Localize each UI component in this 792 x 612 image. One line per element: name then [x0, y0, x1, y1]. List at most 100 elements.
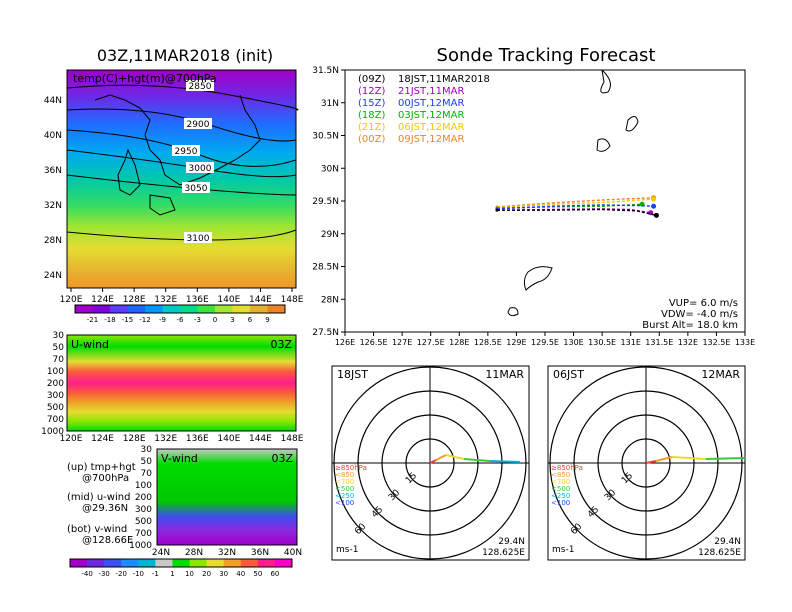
- hodograph-segment: [746, 458, 786, 459]
- x-tick-label: 132E: [154, 295, 177, 305]
- contour-label: 3100: [187, 234, 210, 244]
- contour-label-bg: [172, 145, 200, 156]
- legend-code: (18Z): [358, 110, 385, 121]
- track-line: [496, 197, 654, 208]
- y-tick-label: 200: [135, 493, 152, 503]
- hodograph-level: <500: [335, 485, 354, 493]
- hodograph-level: <100: [335, 499, 354, 507]
- x-tick-label: 140E: [217, 434, 240, 444]
- track-endpoint: [653, 212, 659, 218]
- colorbar-swatch: [75, 305, 93, 313]
- main-title: 03Z,11MAR2018 (init): [97, 46, 273, 65]
- hodograph-level: <850: [551, 471, 570, 479]
- hodograph-date: 12MAR: [701, 368, 740, 381]
- track-endpoint: [651, 196, 657, 202]
- x-tick-label: 124E: [91, 434, 114, 444]
- annotation-vdw: VDW= -4.0 m/s: [661, 309, 738, 320]
- y-tick-label: 300: [135, 505, 152, 515]
- colorbar-label: -40: [81, 570, 92, 578]
- y-tick-label: 50: [53, 343, 65, 353]
- legend-note: @700hPa: [82, 473, 129, 484]
- y-tick-label: 40N: [44, 131, 62, 141]
- colorbar-label: -3: [194, 316, 201, 324]
- hodograph-level: <250: [335, 492, 354, 500]
- colorbar-swatch: [197, 305, 216, 313]
- colorbar-label: 1: [170, 570, 174, 578]
- y-tick-label: 30: [53, 331, 65, 341]
- x-tick-label: 144E: [249, 434, 272, 444]
- y-tick-label: 200: [47, 379, 64, 389]
- y-tick-label: 100: [47, 367, 64, 377]
- x-tick-label: 144E: [249, 295, 272, 305]
- x-tick-label: 24N: [152, 548, 170, 558]
- colorbar-label: 50: [253, 570, 262, 578]
- x-tick-label: 130.5E: [588, 338, 616, 347]
- contour-label: 3050: [185, 184, 208, 194]
- hodograph-segment: [435, 454, 447, 461]
- x-tick-label: 120E: [60, 295, 83, 305]
- y-tick-label: 70: [53, 355, 65, 365]
- colorbar-swatch: [189, 559, 208, 567]
- colorbar-frame: [74, 304, 286, 314]
- x-tick-label: 132E: [154, 434, 177, 444]
- x-tick-label: 36N: [251, 548, 269, 558]
- legend-code: (12Z): [358, 86, 385, 97]
- contour-label-bg: [186, 162, 214, 173]
- hodograph-segment: [463, 458, 491, 462]
- legend-text: 06JST,12MAR: [398, 122, 465, 133]
- island-outline: [625, 116, 639, 132]
- contour-label-bg: [184, 232, 212, 243]
- legend-text: 21JST,11MAR: [398, 86, 465, 97]
- hodograph-unit: ms-1: [552, 545, 574, 555]
- x-tick-label: 126E: [335, 338, 355, 347]
- colorbar-swatch: [127, 305, 146, 313]
- contour-label-bg: [182, 182, 210, 193]
- hodograph-unit: ms-1: [336, 545, 358, 555]
- legend-text: 09JST,12MAR: [398, 134, 465, 145]
- x-tick-label: 128E: [123, 295, 146, 305]
- colorbar-swatch: [92, 305, 111, 313]
- hodograph-lat: 29.4N: [498, 537, 525, 547]
- y-tick-label: 500: [135, 517, 152, 527]
- v-wind-field: [157, 449, 297, 545]
- colorbar-swatch: [223, 559, 242, 567]
- x-tick-label: 129.5E: [531, 338, 559, 347]
- legend-code: (15Z): [358, 98, 385, 109]
- hodograph-segment: [655, 456, 673, 462]
- island-outline: [596, 138, 611, 152]
- island-outline: [523, 266, 553, 291]
- colorbar-swatch: [155, 559, 173, 567]
- colorbar-swatch: [172, 559, 191, 567]
- track-line: [497, 208, 657, 217]
- colorbar-swatch: [121, 559, 139, 567]
- x-tick-label: 140E: [217, 295, 240, 305]
- contour-label-bg: [184, 118, 212, 129]
- x-tick-label: 148E: [281, 434, 304, 444]
- y-tick-label: 30.5N: [312, 132, 339, 142]
- hodograph-time: 18JST: [337, 368, 368, 381]
- hodograph-lat: 29.4N: [714, 537, 741, 547]
- legend-text: 18JST,11MAR2018: [398, 74, 490, 85]
- colorbar-swatch: [87, 559, 105, 567]
- x-tick-label: 128.5E: [474, 338, 502, 347]
- x-tick-label: 28N: [185, 548, 203, 558]
- y-tick-label: 29.5N: [312, 197, 339, 207]
- contour-line: [66, 84, 299, 111]
- colorbar-swatch: [138, 559, 156, 567]
- legend-note: @128.66E: [82, 535, 133, 546]
- colorbar-swatch: [162, 305, 181, 313]
- contour-label: 3000: [189, 164, 212, 174]
- x-tick-label: 120E: [60, 434, 83, 444]
- y-tick-label: 44N: [44, 96, 62, 106]
- colorbar-swatch: [257, 559, 276, 567]
- colorbar-swatch: [104, 559, 122, 567]
- x-tick-label: 130E: [563, 338, 583, 347]
- colorbar-swatch: [250, 305, 268, 313]
- u-wind-label: U-wind: [71, 338, 109, 351]
- track-panel: 126E 126.5E 127E 127.5E 128E 128.5E 129E 129.5E…: [312, 66, 755, 347]
- island-outline: [600, 70, 611, 94]
- y-tick-label: 32N: [44, 201, 62, 211]
- colorbar-label: 40: [236, 570, 245, 578]
- colorbar-swatch: [267, 305, 286, 313]
